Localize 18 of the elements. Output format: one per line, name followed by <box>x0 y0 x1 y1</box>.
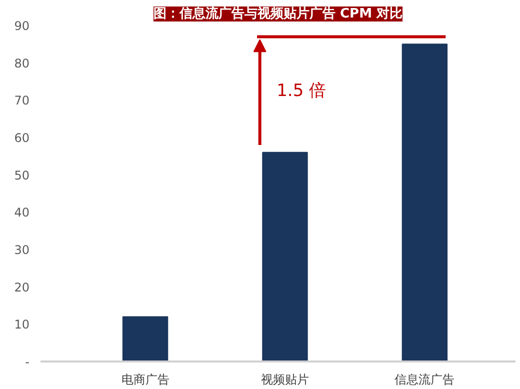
bar <box>402 44 448 362</box>
x-tick-label: 信息流广告 <box>394 372 455 386</box>
y-tick-label: 30 <box>14 243 30 257</box>
y-tick-label: - <box>25 355 30 369</box>
y-tick-label: 20 <box>14 280 30 294</box>
y-tick-label: 90 <box>14 19 30 33</box>
x-tick-label: 视频贴片 <box>260 372 309 386</box>
x-tick-label: 电商广告 <box>121 372 170 386</box>
y-tick-label: 40 <box>14 206 30 220</box>
bar <box>122 316 168 362</box>
y-tick-label: 80 <box>14 56 30 70</box>
y-tick-label: 50 <box>14 168 30 182</box>
bar <box>262 152 308 362</box>
y-tick-label: 60 <box>14 131 30 145</box>
y-tick-label: 70 <box>14 94 30 108</box>
annotation: 1.5 倍 <box>276 80 326 101</box>
y-tick-label: 10 <box>14 318 30 332</box>
chart-title: 图：信息流广告与视频贴片广告 CPM 对比 <box>153 6 403 22</box>
